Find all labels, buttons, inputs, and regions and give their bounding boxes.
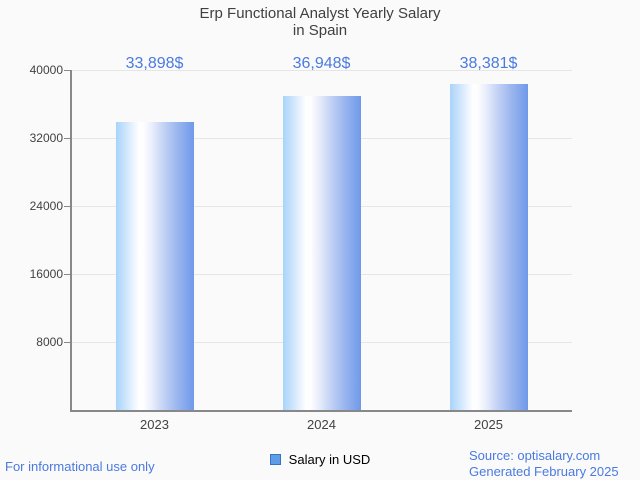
plot-area [71, 70, 572, 410]
x-tick-label: 2025 [474, 417, 503, 432]
x-tick-label: 2024 [307, 417, 336, 432]
generated-date: Generated February 2025 [469, 464, 619, 479]
y-tick-label: 8000 [36, 335, 63, 349]
bar-2024 [283, 96, 361, 410]
bar-2025 [450, 84, 528, 410]
x-tick-label: 2023 [140, 417, 169, 432]
y-axis-tick [64, 70, 71, 71]
y-tick-label: 32000 [29, 131, 63, 145]
chart-title-line2: in Spain [292, 22, 348, 39]
disclaimer-text: For informational use only [5, 459, 155, 474]
y-tick-label: 40000 [29, 63, 63, 77]
bar-value-label: 36,948$ [292, 55, 351, 72]
source-link[interactable]: Source: optisalary.com [469, 448, 601, 463]
gridline [71, 70, 572, 71]
chart-title: Erp Functional Analyst Yearly Salary in … [0, 5, 640, 39]
bar-2023 [116, 122, 194, 410]
y-tick-label: 24000 [29, 199, 63, 213]
y-tick-label: 16000 [29, 267, 63, 281]
y-axis-tick [64, 274, 71, 275]
y-axis-tick [64, 138, 71, 139]
y-axis-line [70, 70, 72, 412]
y-axis-tick [64, 342, 71, 343]
y-axis-tick [64, 206, 71, 207]
chart-title-line1: Erp Functional Analyst Yearly Salary [199, 5, 441, 22]
legend-label: Salary in USD [288, 451, 371, 467]
footer-source-block: Source: optisalary.com Generated Februar… [469, 448, 619, 480]
legend-swatch [269, 453, 281, 465]
legend: Salary in USD [0, 451, 640, 467]
bar-value-label: 33,898$ [125, 55, 184, 72]
bar-value-label: 38,381$ [459, 55, 518, 72]
x-axis-line [70, 410, 572, 412]
